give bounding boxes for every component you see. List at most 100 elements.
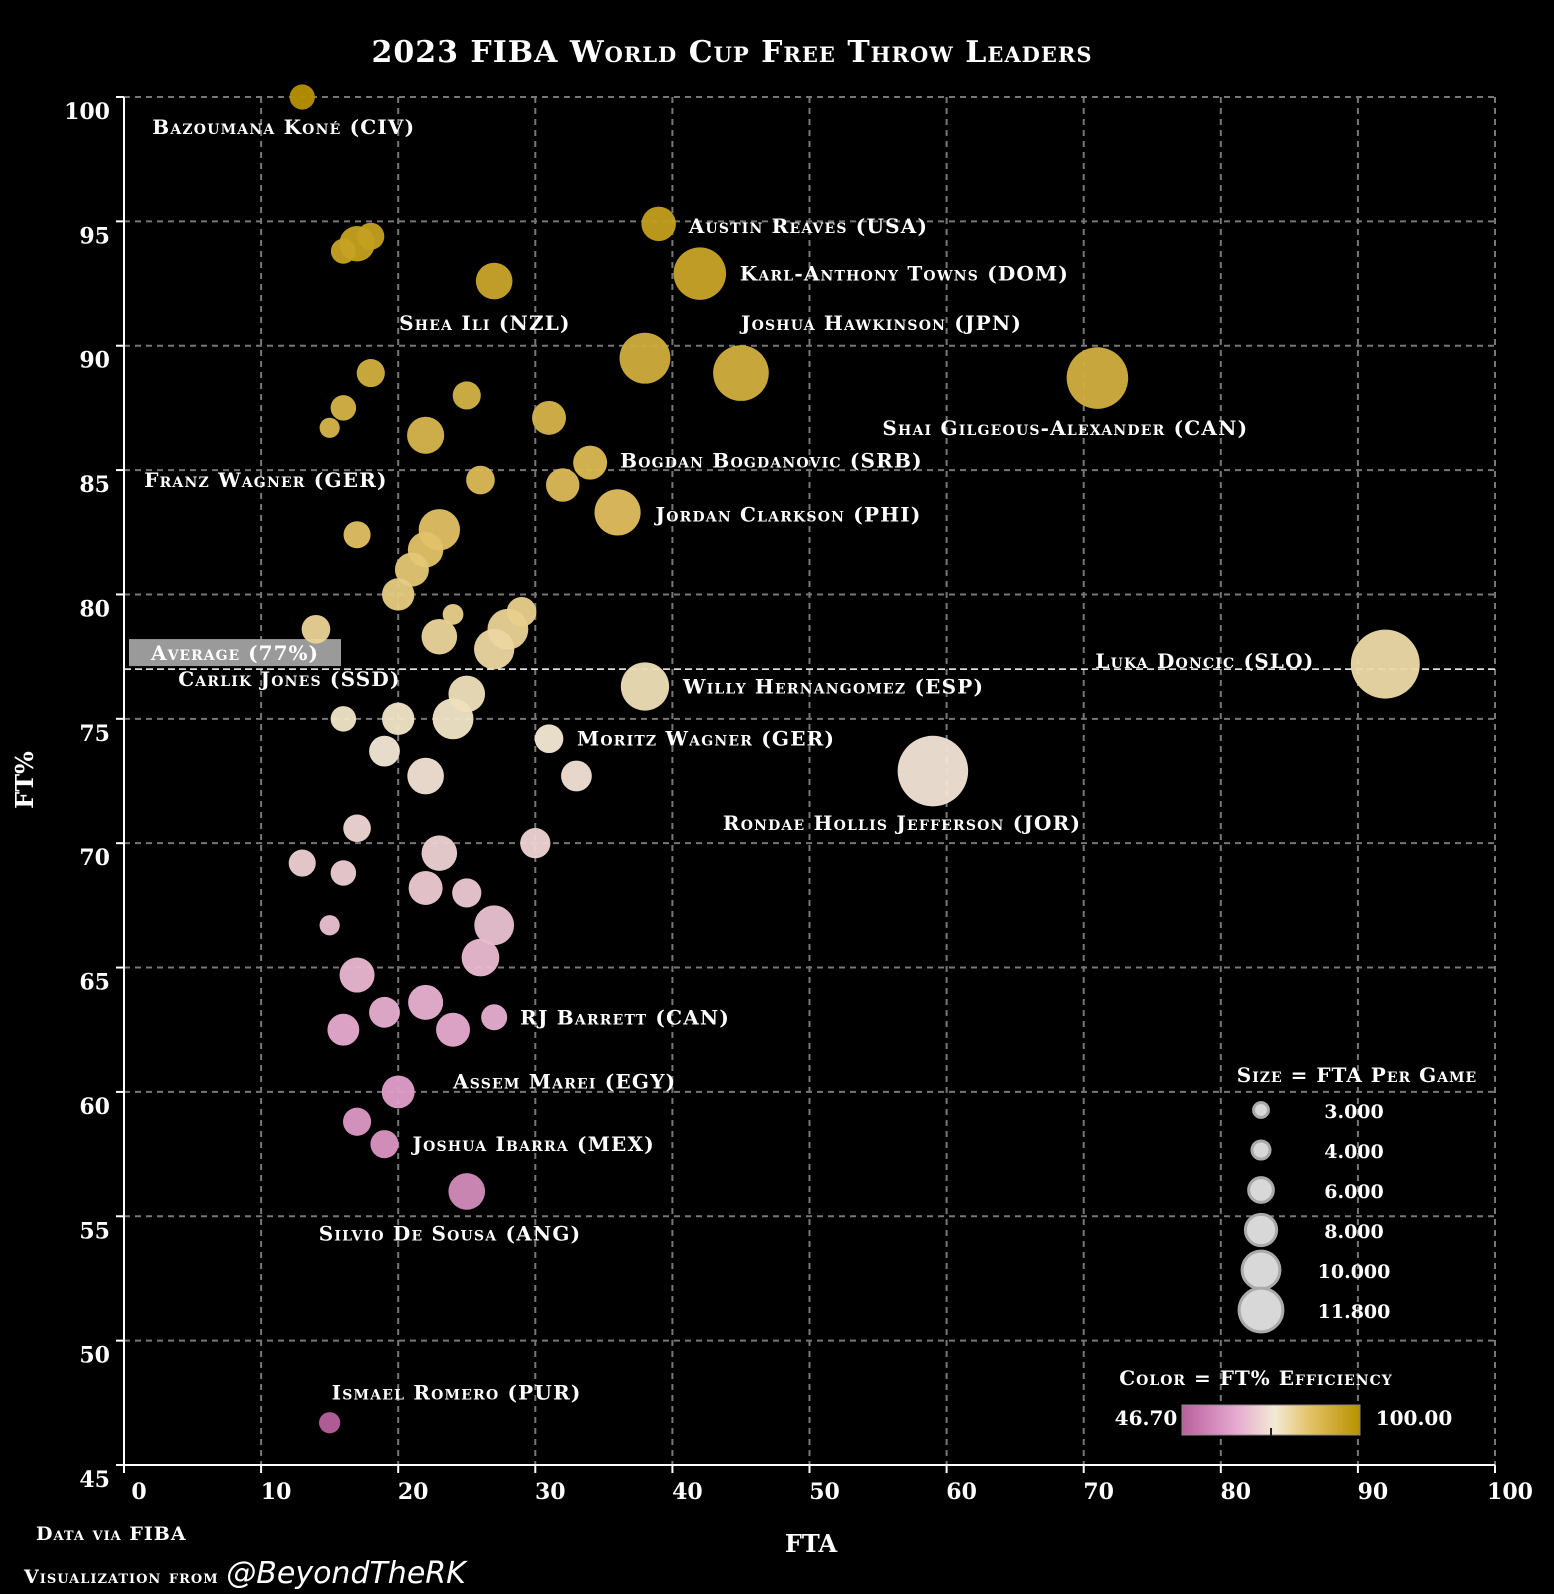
visualization-credit-prefix: Visualization from bbox=[24, 1566, 219, 1588]
data-point bbox=[382, 578, 415, 611]
data-point bbox=[506, 597, 537, 627]
x-tick-label: 90 bbox=[1358, 1479, 1389, 1505]
color-legend: Color = FT% Efficiency 46.70 100.00 bbox=[1115, 1366, 1453, 1436]
y-tick-label: 70 bbox=[79, 845, 110, 871]
data-point bbox=[546, 468, 580, 502]
player-label: Shai Gilgeous-Alexander (CAN) bbox=[882, 416, 1248, 440]
size-legend-circle bbox=[1252, 1101, 1270, 1119]
data-point bbox=[561, 760, 592, 792]
data-point bbox=[370, 1130, 399, 1159]
size-legend-circle bbox=[1243, 1212, 1279, 1248]
data-point bbox=[369, 996, 400, 1028]
data-point bbox=[448, 675, 486, 713]
y-tick-label: 45 bbox=[79, 1467, 110, 1493]
x-tick-label: 100 bbox=[1487, 1479, 1533, 1505]
player-label: Silvio De Sousa (ANG) bbox=[319, 1221, 582, 1245]
data-point bbox=[452, 878, 482, 908]
data-point bbox=[319, 915, 340, 936]
player-label: Karl-Anthony Towns (DOM) bbox=[740, 262, 1069, 286]
data-point bbox=[594, 489, 641, 536]
color-legend-max-label: 100.00 bbox=[1376, 1406, 1453, 1430]
player-label: Moritz Wagner (GER) bbox=[577, 727, 835, 751]
color-legend-title: Color = FT% Efficiency bbox=[1119, 1366, 1393, 1390]
data-point bbox=[520, 828, 551, 859]
data-point bbox=[343, 814, 371, 843]
data-point bbox=[713, 345, 769, 401]
data-source-note: Data via FIBA bbox=[36, 1523, 187, 1545]
size-legend-label: 11.800 bbox=[1318, 1301, 1391, 1323]
data-point bbox=[407, 757, 444, 795]
data-point bbox=[532, 400, 566, 435]
average-line-group: Average (77%) bbox=[124, 639, 1495, 670]
average-label: Average (77%) bbox=[150, 641, 319, 665]
chart-title: 2023 FIBA World Cup Free Throw Leaders bbox=[371, 35, 1092, 70]
data-point bbox=[1350, 629, 1420, 699]
data-point bbox=[421, 618, 458, 655]
data-point bbox=[343, 1107, 372, 1136]
data-point bbox=[382, 702, 415, 736]
data-point bbox=[421, 835, 458, 871]
player-label: Carlik Jones (SSD) bbox=[178, 667, 400, 691]
player-label: Bazoumana Koné (CIV) bbox=[152, 115, 415, 139]
data-point bbox=[1066, 347, 1129, 409]
y-tick-label: 60 bbox=[79, 1094, 110, 1120]
data-point bbox=[466, 465, 495, 495]
axes: 0 10 20 30 40 50 60 70 80 90 100 45 50 55 60 65 70 75 80 85… bbox=[64, 96, 1533, 1505]
data-point bbox=[357, 222, 385, 250]
data-point bbox=[407, 416, 445, 454]
x-tick-label: 30 bbox=[535, 1479, 566, 1505]
x-tick-label: 60 bbox=[946, 1479, 977, 1505]
y-tick-label: 90 bbox=[79, 348, 110, 374]
data-point bbox=[394, 552, 429, 587]
data-point bbox=[327, 1013, 360, 1046]
visualization-credit: Visualization from @BeyondTheRK bbox=[24, 1556, 466, 1591]
size-legend-circle bbox=[1247, 1176, 1275, 1204]
data-point bbox=[408, 870, 443, 905]
data-point bbox=[330, 395, 357, 421]
player-label: Assem Marei (EGY) bbox=[452, 1070, 676, 1094]
player-label: Willy Hernangomez (ESP) bbox=[682, 674, 984, 698]
data-point bbox=[369, 735, 400, 767]
author-handle[interactable]: @BeyondTheRK bbox=[226, 1556, 466, 1591]
player-label: Ismael Romero (PUR) bbox=[332, 1381, 582, 1405]
data-point bbox=[442, 603, 464, 625]
y-axis-label: FT% bbox=[10, 751, 39, 809]
data-point bbox=[356, 359, 385, 388]
y-tick-label: 80 bbox=[79, 596, 110, 622]
data-point bbox=[289, 84, 315, 110]
data-point bbox=[475, 262, 513, 300]
y-tick-label: 55 bbox=[79, 1218, 110, 1244]
data-point bbox=[573, 445, 608, 480]
data-point bbox=[641, 206, 676, 242]
player-label: Bogdan Bogdanovic (SRB) bbox=[620, 449, 923, 473]
data-point bbox=[448, 1173, 486, 1210]
data-points bbox=[288, 84, 1420, 1434]
x-axis-label: FTA bbox=[785, 1529, 838, 1558]
x-tick-label: 0 bbox=[131, 1479, 146, 1505]
data-point bbox=[330, 706, 357, 732]
data-point bbox=[474, 629, 515, 670]
x-tick-label: 10 bbox=[261, 1479, 292, 1505]
size-legend-circle bbox=[1237, 1286, 1285, 1334]
data-point bbox=[481, 1004, 508, 1031]
y-tick-label: 75 bbox=[79, 721, 110, 747]
data-point bbox=[343, 521, 371, 549]
x-tick-label: 80 bbox=[1220, 1479, 1251, 1505]
player-label: Austin Reaves (USA) bbox=[688, 214, 928, 238]
y-tick-label: 100 bbox=[64, 99, 110, 125]
data-point bbox=[534, 724, 564, 754]
player-label: Franz Wagner (GER) bbox=[144, 468, 388, 492]
y-tick-label: 85 bbox=[79, 472, 110, 498]
data-point bbox=[461, 938, 500, 977]
data-point bbox=[330, 238, 356, 264]
average-label-box bbox=[129, 639, 341, 667]
data-point bbox=[620, 662, 670, 711]
size-legend: Size = FTA Per Game 3.000 4.000 6.000 8.000… bbox=[1237, 1063, 1477, 1334]
data-point bbox=[452, 381, 481, 410]
data-point bbox=[474, 905, 515, 946]
player-label: Shea Ili (NZL) bbox=[399, 311, 571, 335]
size-legend-title: Size = FTA Per Game bbox=[1237, 1063, 1477, 1087]
x-tick-label: 50 bbox=[809, 1479, 840, 1505]
size-legend-label: 6.000 bbox=[1324, 1181, 1384, 1203]
